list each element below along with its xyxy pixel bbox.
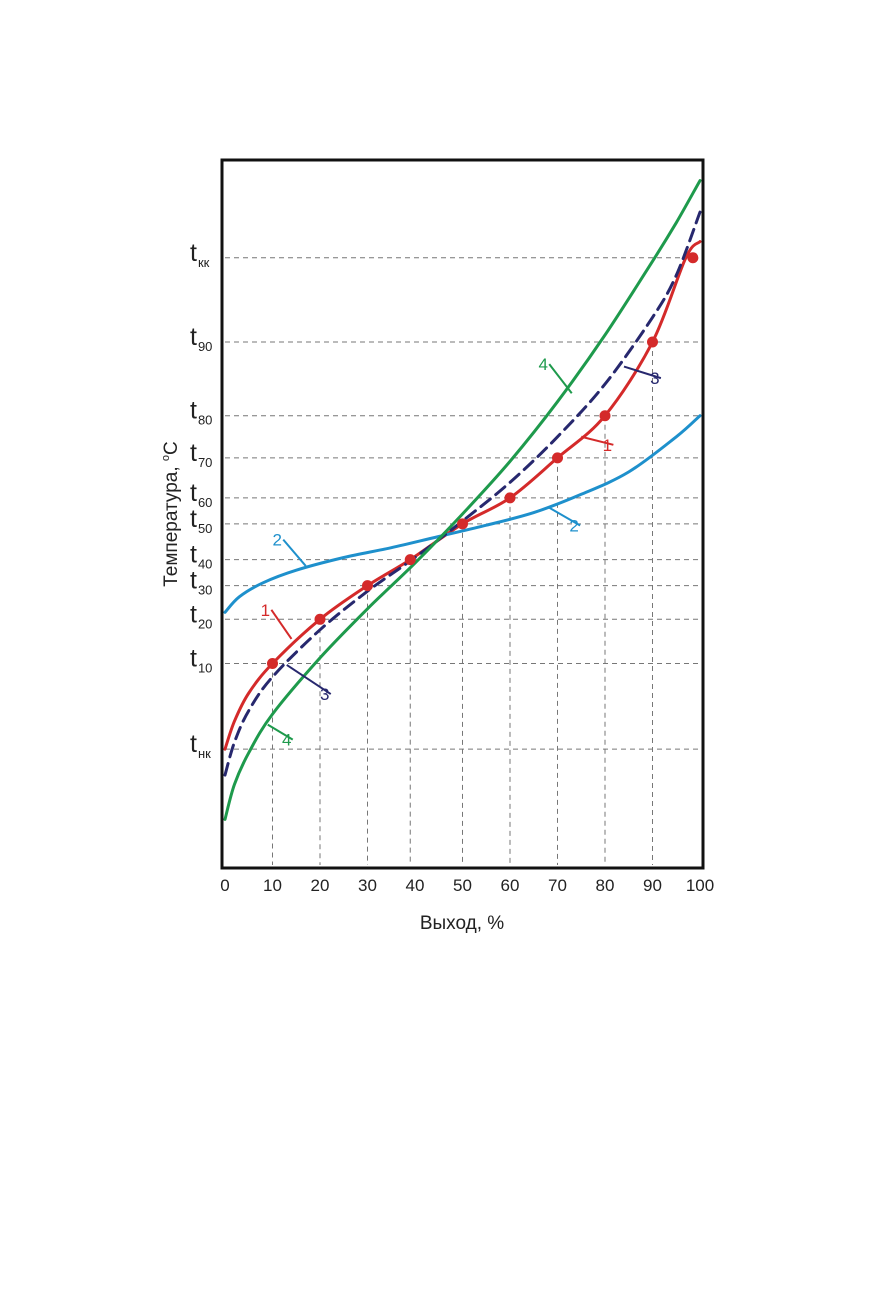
- series-3-line: [223, 210, 702, 777]
- curve-label-1: 1: [603, 436, 612, 455]
- x-tick-label: 20: [311, 876, 330, 895]
- x-tick-label: 10: [263, 876, 282, 895]
- y-marker-tнк: tнк: [190, 730, 211, 761]
- y-marker-tкк: tкк: [190, 239, 210, 270]
- series-1-point: [552, 452, 563, 464]
- x-tick-label: 30: [358, 876, 377, 895]
- x-tick-label: 50: [453, 876, 472, 895]
- y-marker-t50: t50: [190, 505, 212, 536]
- y-axis-title-main: Температура,: [161, 461, 182, 587]
- curve-label-pointer: [623, 365, 662, 380]
- curve-label-pointer: [581, 435, 614, 446]
- curves: [223, 179, 702, 821]
- curve-label-4: 4: [282, 731, 291, 750]
- curve-label-2: 2: [273, 531, 282, 550]
- curve-label-1: 1: [261, 601, 270, 620]
- curve-label-4: 4: [539, 355, 548, 374]
- series-2-line: [223, 414, 702, 614]
- y-marker-t80: t80: [190, 397, 212, 428]
- curve-label-pointer: [270, 609, 293, 640]
- series-1-point: [599, 410, 611, 422]
- y-marker-t70: t70: [190, 439, 212, 470]
- x-tick-label: 80: [596, 876, 615, 895]
- curve-label-2: 2: [569, 517, 578, 536]
- series-1-point: [314, 613, 326, 625]
- series-1-point: [647, 336, 658, 348]
- series-1-point: [267, 658, 278, 670]
- curve-label-pointer: [286, 664, 332, 695]
- data-points: [267, 252, 699, 670]
- y-axis-title-unit: С: [161, 441, 182, 455]
- x-tick-label: 100: [686, 876, 714, 895]
- y-marker-t30: t30: [190, 567, 212, 598]
- guide-lines: [225, 257, 700, 865]
- y-marker-t40: t40: [190, 541, 212, 572]
- x-tick-label: 90: [643, 876, 662, 895]
- y-marker-t10: t10: [190, 645, 212, 676]
- curve-label-pointer: [548, 363, 573, 394]
- y-marker-t90: t90: [190, 323, 212, 354]
- x-tick-label: 40: [406, 876, 425, 895]
- series-1-point: [362, 580, 373, 592]
- x-tick-label: 60: [501, 876, 520, 895]
- curve-label-3: 3: [650, 369, 659, 388]
- plot-frame: [220, 158, 705, 870]
- y-marker-t60: t60: [190, 479, 212, 510]
- x-tick-labels: 0 10 20 30 40 50 60 70 80 90 100: [220, 876, 714, 895]
- series-1-point: [687, 252, 699, 264]
- curve-label-3: 3: [320, 685, 329, 704]
- series-4-line: [223, 179, 702, 821]
- series-1-point: [504, 492, 516, 504]
- y-marker-t20: t20: [190, 600, 212, 631]
- curve-label-pointer: [547, 506, 581, 527]
- curve-label-pointer: [267, 723, 294, 741]
- y-axis-title: Температура, oС: [160, 441, 182, 587]
- series-1-line: [223, 240, 702, 751]
- x-axis-title: Выход, %: [420, 913, 504, 934]
- series-1-point: [404, 554, 416, 566]
- curve-labels: 1 1 2 2 3 3 4 4: [261, 355, 662, 750]
- curve-label-pointer: [282, 538, 307, 567]
- y-axis-title-degree: o: [160, 455, 172, 461]
- x-tick-label: 0: [220, 876, 229, 895]
- series-1-point: [457, 518, 468, 530]
- x-tick-label: 70: [548, 876, 567, 895]
